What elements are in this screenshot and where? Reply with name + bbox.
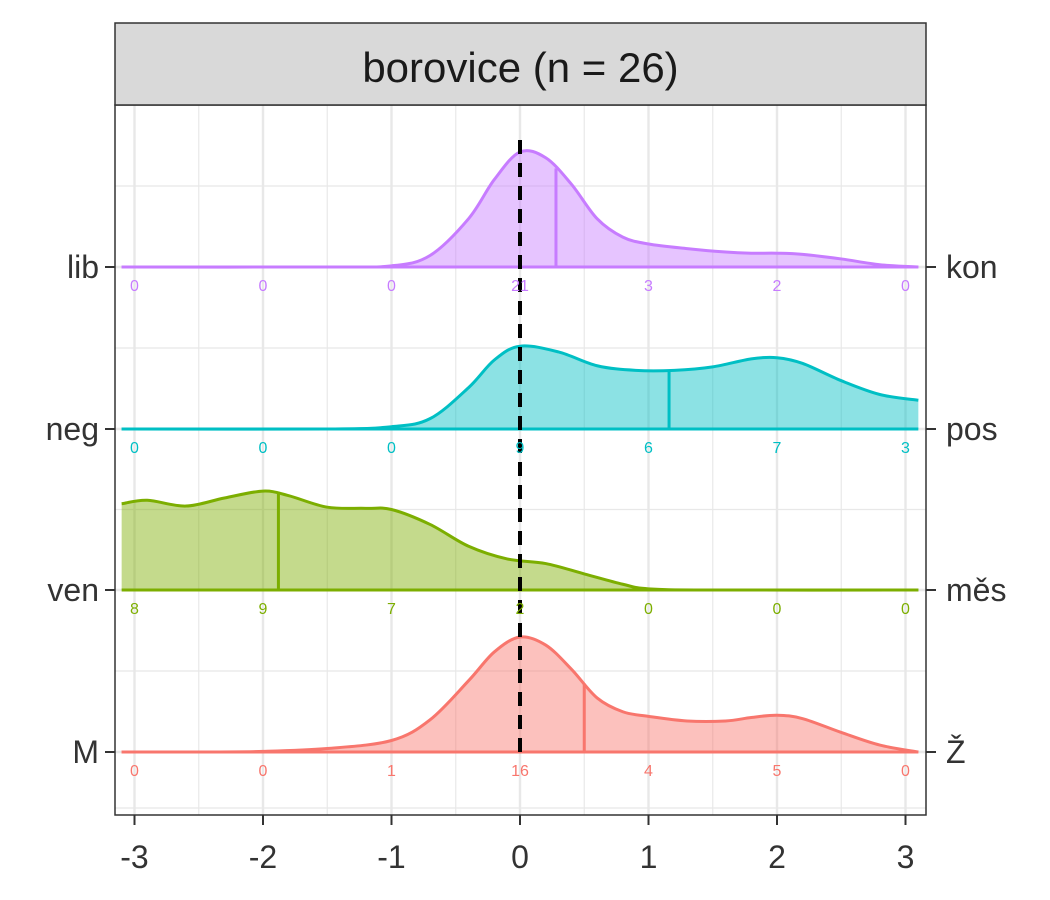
count-label: 3 bbox=[644, 278, 653, 295]
count-label: 0 bbox=[387, 278, 396, 295]
x-tick-label: 3 bbox=[897, 839, 915, 875]
facet-strip bbox=[114, 22, 927, 106]
count-label: 0 bbox=[259, 278, 268, 295]
count-label: 5 bbox=[773, 763, 782, 780]
density-curve bbox=[121, 635, 919, 754]
right-axis-label: kon bbox=[946, 249, 998, 285]
density-ridges bbox=[121, 149, 919, 754]
count-label: 16 bbox=[511, 763, 529, 780]
count-label: 9 bbox=[259, 601, 268, 618]
left-axis-label: M bbox=[72, 734, 99, 770]
right-axis-label: měs bbox=[946, 572, 1006, 608]
left-axis-label: lib bbox=[67, 249, 99, 285]
count-label: 2 bbox=[773, 278, 782, 295]
left-axis-label: ven bbox=[47, 572, 99, 608]
count-labels: 0 0 1 16 4 5 0 8 9 7 2 0 0 0 0 0 0 9 6 7 3 0 0 0 21 3 2 0 bbox=[130, 278, 910, 780]
x-tick-label: -1 bbox=[377, 839, 405, 875]
count-label: 0 bbox=[644, 601, 653, 618]
x-tick-label: 2 bbox=[768, 839, 786, 875]
count-label: 0 bbox=[901, 601, 910, 618]
density-area bbox=[121, 491, 919, 591]
right-axis-label: pos bbox=[946, 411, 998, 447]
x-tick-label: -2 bbox=[249, 839, 277, 875]
count-label: 9 bbox=[516, 440, 525, 457]
count-label: 8 bbox=[130, 601, 139, 618]
count-label: 0 bbox=[259, 763, 268, 780]
x-tick-label: 0 bbox=[511, 839, 529, 875]
density-curve bbox=[121, 344, 919, 431]
count-label: 21 bbox=[511, 278, 529, 295]
facet-title: borovice (n = 26) bbox=[362, 44, 678, 91]
count-label: 3 bbox=[901, 440, 910, 457]
count-label: 0 bbox=[773, 601, 782, 618]
count-label: 0 bbox=[130, 440, 139, 457]
density-area bbox=[121, 150, 919, 268]
count-label: 6 bbox=[644, 440, 653, 457]
right-axis-label: Ž bbox=[946, 734, 966, 770]
x-tick-label: -3 bbox=[120, 839, 148, 875]
left-axis-label: neg bbox=[46, 411, 99, 447]
count-label: 0 bbox=[130, 278, 139, 295]
x-tick-label: 1 bbox=[640, 839, 658, 875]
count-label: 7 bbox=[773, 440, 782, 457]
count-label: 0 bbox=[130, 763, 139, 780]
count-label: 0 bbox=[387, 440, 396, 457]
count-label: 0 bbox=[901, 278, 910, 295]
count-label: 4 bbox=[644, 763, 653, 780]
density-curve bbox=[121, 149, 919, 269]
count-label: 2 bbox=[516, 601, 525, 618]
count-label: 1 bbox=[387, 763, 396, 780]
count-label: 7 bbox=[387, 601, 396, 618]
count-label: 0 bbox=[259, 440, 268, 457]
count-label: 0 bbox=[901, 763, 910, 780]
